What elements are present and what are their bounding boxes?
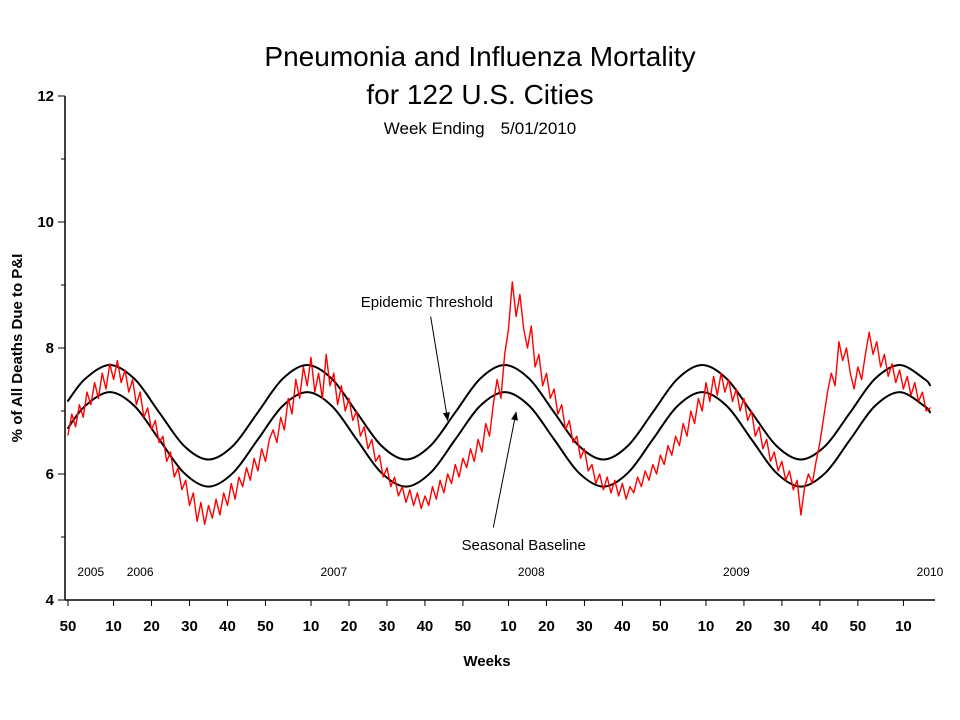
year-label: 2008: [518, 565, 545, 579]
epidemic-threshold-annotation-label: Epidemic Threshold: [361, 294, 493, 311]
x-tick-label: 10: [895, 618, 912, 635]
y-axis-label: % of All Deaths Due to P&I: [9, 254, 26, 443]
x-tick-label: 20: [538, 618, 555, 635]
epidemic-threshold-annotation-arrow: [430, 316, 450, 422]
y-tick-label: 6: [46, 466, 54, 483]
x-tick-label: 20: [736, 618, 753, 635]
x-tick-label: 30: [181, 618, 198, 635]
x-axis-label: Weeks: [463, 653, 510, 670]
y-tick-label: 10: [37, 214, 54, 231]
x-tick-label: 50: [257, 618, 274, 635]
y-tick-label: 12: [37, 88, 54, 105]
year-label: 2009: [723, 565, 750, 579]
chart-subtitle: Week Ending 5/01/2010: [384, 119, 576, 138]
observed-p-and-i-mortality-line: [67, 281, 931, 526]
x-tick-label: 40: [812, 618, 829, 635]
y-tick-label: 8: [46, 340, 54, 357]
x-ticks: 50 10 20 30 40 50 10 20 30 40 50 10 20 30 40 50 10 20 30 40…: [60, 600, 912, 635]
annotations: Epidemic Threshold Seasonal Baseline: [361, 294, 586, 554]
x-tick-label: 10: [105, 618, 122, 635]
y-ticks: 4 6 8 10 12: [37, 88, 65, 609]
series-lines: [67, 281, 931, 526]
year-label: 2006: [127, 565, 154, 579]
seasonal-baseline-line: [67, 391, 931, 488]
subtitle-date: 5/01/2010: [501, 119, 577, 138]
x-tick-label: 20: [341, 618, 358, 635]
x-tick-label: 40: [219, 618, 236, 635]
year-labels: 2005 2006 2007 2008 2009 2010: [77, 565, 943, 579]
chart-title-line1: Pneumonia and Influenza Mortality: [264, 41, 695, 72]
subtitle-week-ending-label: Week Ending: [384, 119, 485, 138]
seasonal-baseline-annotation-label: Seasonal Baseline: [462, 537, 586, 554]
x-tick-label: 40: [614, 618, 631, 635]
x-tick-label: 30: [576, 618, 593, 635]
x-tick-label: 50: [652, 618, 669, 635]
axes: [64, 96, 935, 601]
x-tick-label: 50: [60, 618, 77, 635]
year-label: 2005: [77, 565, 104, 579]
year-label: 2007: [320, 565, 347, 579]
seasonal-baseline-annotation-arrow: [492, 411, 518, 528]
x-tick-label: 10: [500, 618, 517, 635]
x-tick-label: 30: [379, 618, 396, 635]
epidemic-threshold-line: [67, 364, 931, 461]
chart-title-line2: for 122 U.S. Cities: [366, 79, 593, 110]
x-tick-label: 40: [417, 618, 434, 635]
y-tick-label: 4: [46, 592, 55, 609]
x-tick-label: 50: [455, 618, 472, 635]
x-tick-label: 10: [303, 618, 320, 635]
x-tick-label: 20: [143, 618, 160, 635]
x-tick-label: 30: [774, 618, 791, 635]
x-tick-label: 50: [850, 618, 867, 635]
x-tick-label: 10: [698, 618, 715, 635]
year-label: 2010: [917, 565, 944, 579]
chart-title-group: Pneumonia and Influenza Mortality for 12…: [264, 41, 695, 138]
